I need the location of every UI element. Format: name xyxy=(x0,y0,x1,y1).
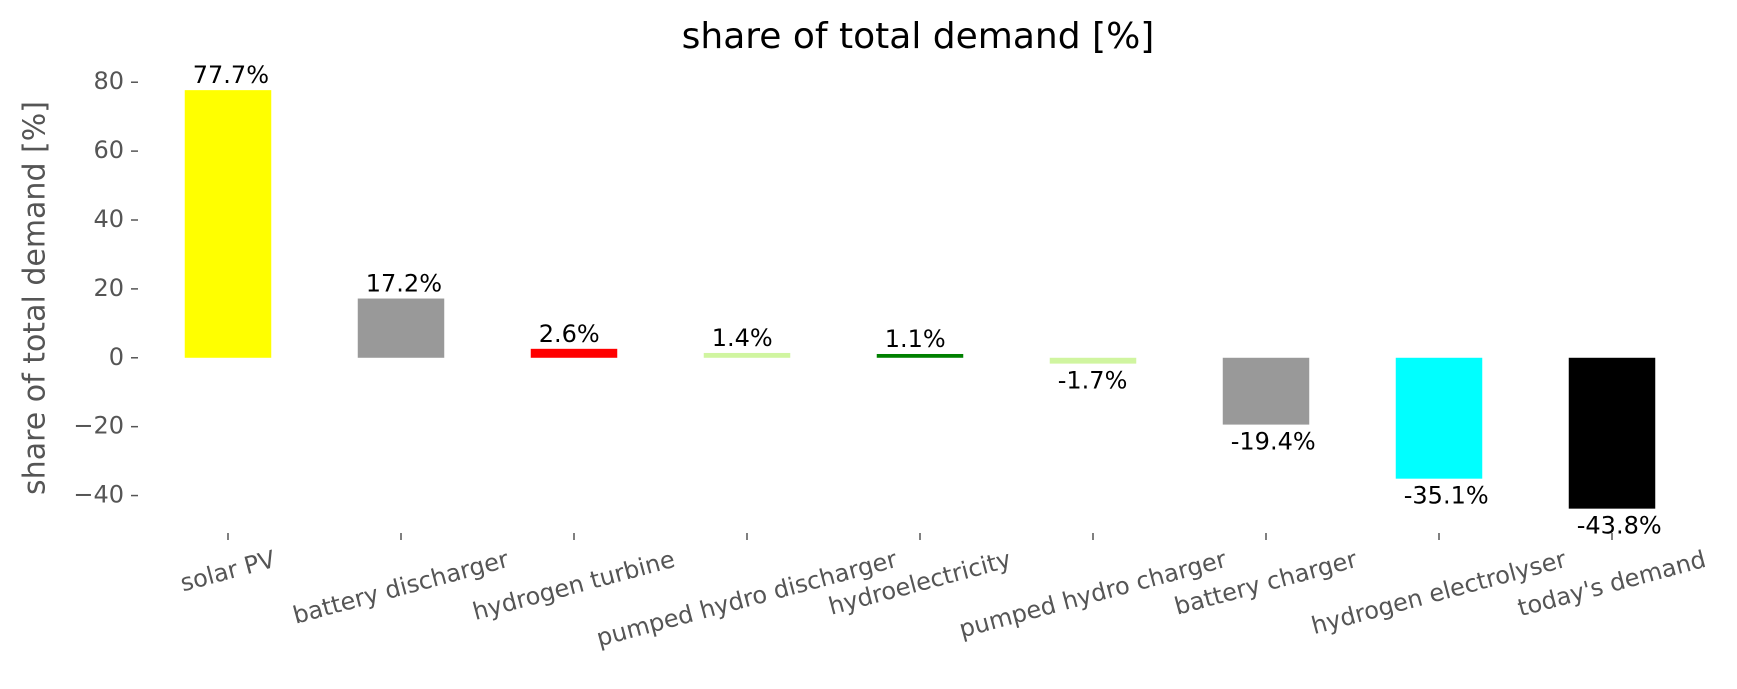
bar xyxy=(1395,357,1483,479)
y-tick-label: 60 xyxy=(93,136,124,164)
bar xyxy=(530,348,618,358)
value-label: 17.2% xyxy=(366,270,442,298)
value-label: 2.6% xyxy=(539,320,600,348)
bar xyxy=(1222,357,1310,425)
bar xyxy=(703,352,791,358)
value-label: 1.4% xyxy=(712,324,773,352)
y-axis-label: share of total demand [%] xyxy=(18,101,53,495)
value-label: -1.7% xyxy=(1058,367,1128,395)
value-label: 1.1% xyxy=(885,325,946,353)
bar xyxy=(357,298,445,358)
y-tick-label: 80 xyxy=(93,67,124,95)
chart-title: share of total demand [%] xyxy=(682,16,1155,57)
y-tick-label: 20 xyxy=(93,274,124,302)
bar xyxy=(1568,357,1656,509)
value-label: -35.1% xyxy=(1404,482,1489,510)
x-tick-label: solar PV xyxy=(177,545,278,597)
y-tick-label: −40 xyxy=(73,481,124,509)
value-label: -43.8% xyxy=(1577,512,1662,540)
y-tick-label: 40 xyxy=(93,205,124,233)
bar xyxy=(184,90,272,358)
y-tick-label: −20 xyxy=(73,412,124,440)
bar xyxy=(1049,357,1137,364)
value-label: -19.4% xyxy=(1231,428,1316,456)
value-label: 77.7% xyxy=(193,61,269,89)
y-tick-label: 0 xyxy=(109,343,124,371)
bar xyxy=(876,353,964,358)
